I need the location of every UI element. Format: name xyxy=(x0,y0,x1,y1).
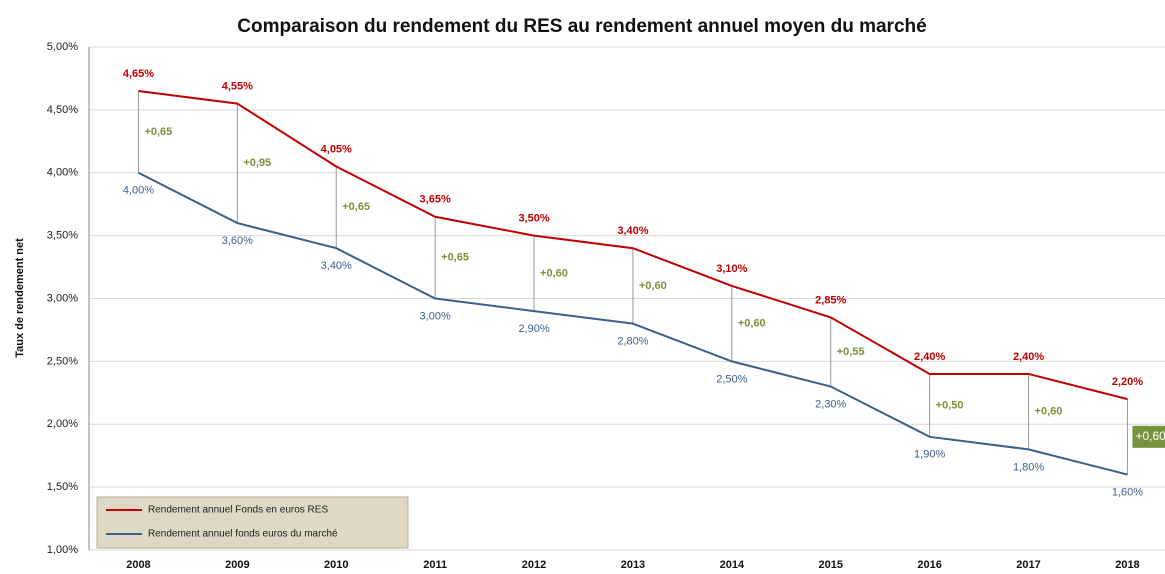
difference-label: +0,60 xyxy=(1135,429,1165,443)
data-label: 3,60% xyxy=(222,235,253,247)
x-tick-label: 2008 xyxy=(126,559,150,571)
x-tick-label: 2014 xyxy=(720,559,745,571)
data-label: 2,20% xyxy=(1112,376,1143,388)
x-tick-label: 2015 xyxy=(819,559,843,571)
x-tick-label: 2012 xyxy=(522,559,546,571)
x-tick-label: 2010 xyxy=(324,559,348,571)
difference-label: +0,55 xyxy=(837,346,865,358)
series-line xyxy=(138,90,1128,401)
x-tick-label: 2017 xyxy=(1016,559,1040,571)
data-label: 2,40% xyxy=(914,351,945,363)
data-label: 2,90% xyxy=(518,323,549,335)
data-label: 2,85% xyxy=(815,294,846,306)
x-tick-label: 2009 xyxy=(225,559,249,571)
difference-label: +0,60 xyxy=(1035,406,1063,418)
difference-label: +0,65 xyxy=(342,201,370,213)
data-label: 3,50% xyxy=(518,213,549,225)
data-label: 2,80% xyxy=(617,336,648,348)
difference-label: +0,60 xyxy=(540,267,568,279)
data-label: 4,05% xyxy=(321,143,352,155)
y-tick-label: 5,00% xyxy=(47,41,78,53)
y-tick-label: 2,50% xyxy=(47,355,78,367)
data-label: 2,40% xyxy=(1013,351,1044,363)
y-tick-label: 3,00% xyxy=(47,292,78,304)
legend-label: Rendement annuel Fonds en euros RES xyxy=(148,505,328,516)
y-tick-label: 4,00% xyxy=(47,167,78,179)
difference-label-box xyxy=(1132,425,1165,448)
data-label: 4,00% xyxy=(123,185,154,197)
difference-label: +0,50 xyxy=(936,399,964,411)
data-label: 3,65% xyxy=(420,194,451,206)
data-label: 2,50% xyxy=(716,373,747,385)
y-tick-label: 1,50% xyxy=(47,481,78,493)
difference-label: +0,65 xyxy=(144,126,172,138)
difference-label: +0,60 xyxy=(639,280,667,292)
data-label: 4,55% xyxy=(222,80,253,92)
chart-title: Comparaison du rendement du RES au rende… xyxy=(237,16,926,37)
y-axis-title: Taux de rendement net xyxy=(14,238,26,358)
data-label: 3,10% xyxy=(716,263,747,275)
x-tick-label: 2011 xyxy=(423,559,447,571)
data-label: 1,90% xyxy=(914,449,945,461)
data-label: 3,00% xyxy=(420,310,451,322)
data-label: 4,65% xyxy=(123,68,154,80)
legend-box xyxy=(96,496,409,549)
difference-label: +0,65 xyxy=(441,252,469,264)
data-label: 3,40% xyxy=(617,225,648,237)
difference-label: +0,95 xyxy=(243,157,271,169)
data-label: 3,40% xyxy=(321,260,352,272)
x-tick-label: 2013 xyxy=(621,559,645,571)
y-tick-label: 2,00% xyxy=(47,418,78,430)
x-tick-label: 2018 xyxy=(1115,559,1139,571)
y-tick-label: 4,50% xyxy=(47,104,78,116)
y-tick-label: 1,00% xyxy=(47,544,78,556)
y-tick-label: 3,50% xyxy=(47,230,78,242)
data-label: 1,60% xyxy=(1112,486,1143,498)
series-line xyxy=(137,171,1128,476)
data-label: 1,80% xyxy=(1013,461,1044,473)
difference-label: +0,60 xyxy=(738,318,766,330)
legend-label: Rendement annuel fonds euros du marché xyxy=(148,529,338,540)
x-tick-label: 2016 xyxy=(917,559,941,571)
data-label: 2,30% xyxy=(815,398,846,410)
